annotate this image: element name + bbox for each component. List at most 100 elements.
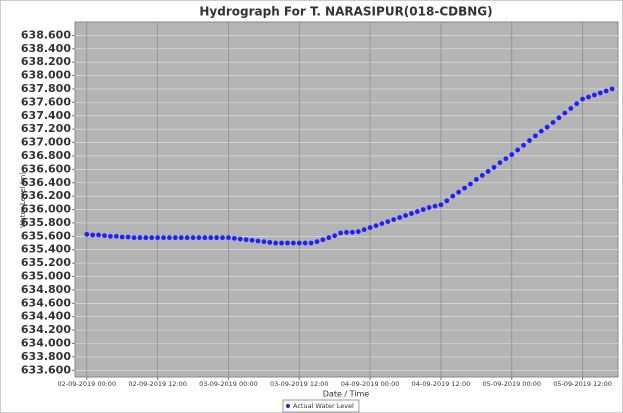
data-point <box>568 106 574 111</box>
data-point <box>208 235 214 241</box>
data-point <box>414 209 420 214</box>
data-point <box>462 185 467 191</box>
data-point <box>131 235 137 241</box>
data-point <box>503 156 509 162</box>
data-point <box>90 232 96 238</box>
data-point <box>444 198 450 204</box>
data-point <box>231 235 237 241</box>
data-point <box>196 235 202 241</box>
data-point <box>361 227 367 233</box>
y-tick-label: 638.000 <box>21 69 71 82</box>
data-point <box>202 235 208 241</box>
data-point <box>184 235 190 241</box>
data-point <box>214 235 220 241</box>
legend-box <box>282 399 360 413</box>
y-tick-label: 635.000 <box>21 270 71 283</box>
data-point <box>161 235 166 241</box>
data-point <box>591 92 597 98</box>
data-point <box>344 229 349 235</box>
data-point <box>220 235 225 241</box>
data-point <box>290 240 296 246</box>
data-point <box>497 160 503 166</box>
x-tick-label: 02-09-2019 12:00 <box>128 380 187 388</box>
y-tick-label: 636.200 <box>21 189 71 202</box>
data-point <box>385 219 391 225</box>
data-point <box>84 231 90 237</box>
data-point <box>332 233 338 239</box>
legend-label: Actual Water Level <box>293 402 354 410</box>
data-point <box>326 235 332 241</box>
data-point <box>450 193 456 199</box>
data-point <box>532 133 538 139</box>
data-point <box>113 233 119 239</box>
data-point <box>119 234 125 240</box>
data-point <box>155 235 161 241</box>
data-point <box>172 235 178 241</box>
data-point <box>468 181 473 187</box>
x-tick-label: 02-09-2019 00:00 <box>58 380 117 388</box>
data-point <box>432 203 438 209</box>
y-tick-label: 634.000 <box>21 337 71 350</box>
x-tick-label: 03-09-2019 00:00 <box>199 380 258 388</box>
data-point <box>285 240 290 246</box>
y-tick-label: 637.400 <box>21 109 71 122</box>
x-tick-label: 03-09-2019 12:00 <box>270 380 329 388</box>
data-point <box>438 202 444 208</box>
data-point <box>420 207 426 212</box>
data-point <box>597 90 603 96</box>
data-point <box>485 168 491 174</box>
data-point <box>102 233 107 239</box>
data-point <box>426 205 432 210</box>
data-point <box>190 235 196 241</box>
data-point <box>603 88 609 94</box>
data-point <box>243 237 249 243</box>
data-point <box>255 238 261 244</box>
data-point <box>403 213 408 218</box>
data-point <box>550 120 556 125</box>
data-point <box>538 128 544 134</box>
y-tick-label: 633.600 <box>21 363 71 376</box>
x-axis-label: Date / Time <box>323 390 370 399</box>
data-point <box>237 236 243 242</box>
data-point <box>556 115 562 121</box>
y-tick-label: 635.600 <box>21 229 71 242</box>
data-point <box>261 239 267 245</box>
data-point <box>397 215 403 220</box>
data-point <box>379 221 385 227</box>
y-tick-label: 638.400 <box>21 42 71 55</box>
data-point <box>308 240 314 246</box>
data-point <box>350 229 355 235</box>
y-tick-label: 636.800 <box>21 149 71 162</box>
data-point <box>521 142 526 148</box>
data-point <box>586 94 591 100</box>
data-point <box>178 235 184 241</box>
data-point <box>491 164 497 170</box>
y-tick-label: 634.600 <box>21 296 71 309</box>
chart-title: Hydrograph For T. NARASIPUR(018-CDBNG) <box>199 5 492 19</box>
x-tick-label: 05-09-2019 12:00 <box>553 380 612 388</box>
y-tick-label: 634.200 <box>21 323 71 336</box>
data-point <box>509 152 515 158</box>
data-point <box>108 233 113 239</box>
data-point <box>479 172 485 178</box>
y-tick-label: 638.600 <box>21 28 71 41</box>
data-point <box>149 235 155 241</box>
y-tick-label: 636.400 <box>21 176 71 189</box>
y-tick-label: 635.400 <box>21 243 71 256</box>
data-point <box>267 239 273 245</box>
y-tick-label: 636.000 <box>21 203 71 216</box>
y-tick-label: 633.800 <box>21 350 71 363</box>
data-point <box>574 101 580 107</box>
data-point <box>515 147 521 153</box>
data-point <box>367 225 373 231</box>
x-tick-label: 05-09-2019 00:00 <box>482 380 541 388</box>
data-point <box>527 138 532 143</box>
y-tick-label: 634.400 <box>21 310 71 323</box>
y-tick-label: 637.200 <box>21 122 71 135</box>
y-tick-label: 638.200 <box>21 55 71 68</box>
legend: Actual Water Level <box>282 399 360 413</box>
data-point <box>456 189 462 195</box>
y-tick-label: 635.800 <box>21 216 71 229</box>
data-point <box>125 234 131 240</box>
